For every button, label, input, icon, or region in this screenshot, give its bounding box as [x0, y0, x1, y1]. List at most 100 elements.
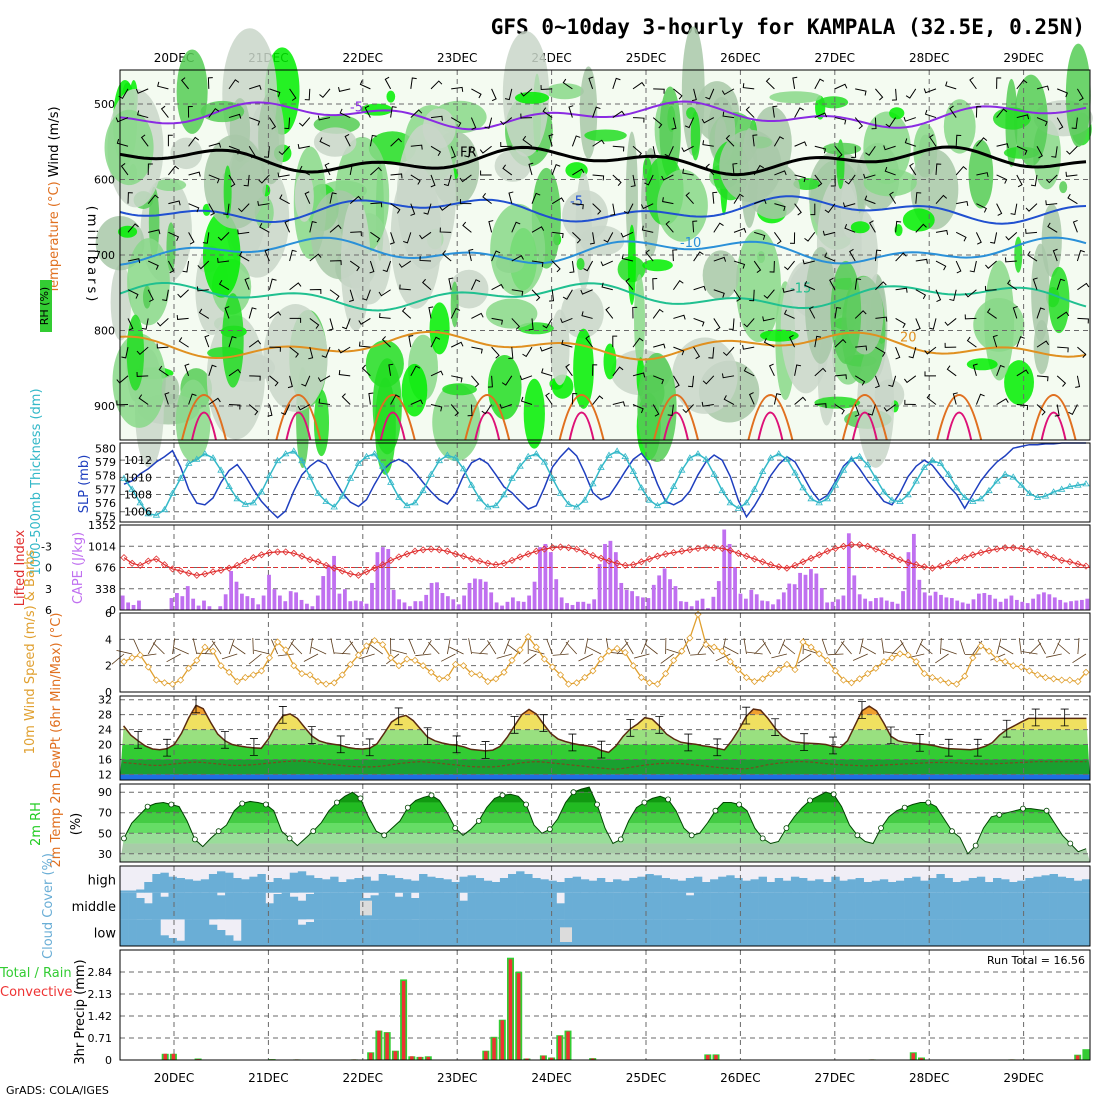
cloud-cell [936, 919, 945, 946]
wind-barb [304, 191, 311, 204]
wind-barb [421, 278, 432, 291]
wind-barb [732, 163, 738, 176]
thickness-marker [395, 493, 403, 500]
rh-contour-fill [313, 389, 330, 457]
wind-barb [136, 346, 149, 356]
wind-barb [865, 145, 876, 156]
wind-barb [228, 174, 236, 188]
temp-minmax-whisker [278, 706, 287, 724]
wind10-marker [524, 633, 532, 641]
cloud-cell [799, 878, 808, 893]
temp-minmax-whisker [134, 731, 143, 749]
cape-bar [462, 595, 467, 610]
rh-contour-fill [793, 177, 820, 190]
wind10-barb [422, 640, 432, 655]
cape-bar [175, 593, 179, 610]
wind-legend: Wind (m/s) [47, 106, 62, 177]
wind-barb [540, 85, 553, 91]
cloud-cell [766, 919, 776, 946]
rh2m-marker [854, 832, 861, 839]
li-tick: -3 [41, 540, 52, 553]
wind-barb [168, 165, 180, 176]
cape-bar [521, 601, 526, 610]
cape-bar [245, 596, 250, 610]
thickness-marker [637, 484, 646, 491]
rh-contour-fill [161, 374, 180, 405]
isotherm-line [119, 100, 1087, 131]
cloud-cell [605, 882, 614, 893]
temp-minmax-whisker [857, 701, 866, 719]
cloud-cell [338, 882, 347, 893]
cloud-cell [863, 882, 873, 893]
wind-barb [763, 338, 775, 348]
wind-barb [1067, 193, 1078, 205]
cape-bar [662, 568, 667, 610]
rh-contour-fill [735, 229, 781, 343]
thickness-marker [306, 473, 314, 480]
cloud-cell [588, 892, 598, 920]
cloud-cell [1081, 892, 1091, 920]
cloud-cell [831, 876, 840, 893]
wind-barb [289, 346, 299, 358]
wind-barb [268, 117, 277, 130]
wind-barb [792, 76, 798, 89]
cloud-cell [281, 892, 291, 920]
wind-barb [883, 145, 896, 151]
cape-bar [1004, 598, 1008, 610]
wind-barb [482, 193, 492, 205]
thickness-marker [960, 493, 969, 500]
wind-barb [263, 146, 270, 158]
thickness-marker [734, 504, 743, 511]
wind10-barb [964, 653, 981, 655]
cloud-cell [241, 919, 250, 946]
cloud-cell [920, 919, 929, 946]
wind-barb [692, 220, 698, 233]
wind-barb [804, 281, 816, 291]
wind-barb [309, 221, 317, 233]
cloud-cell [912, 876, 921, 893]
cape-bar [494, 602, 499, 610]
precip-conv-bar [541, 1055, 546, 1060]
cloud-cell [362, 876, 371, 893]
thickness-marker [993, 477, 1001, 484]
cloud-cell [580, 879, 590, 893]
wind-barb [585, 335, 593, 348]
wind-barb [569, 260, 575, 274]
cloud-cell [823, 919, 832, 946]
wind-barb [522, 346, 533, 358]
temp-tick: 28 [98, 709, 112, 722]
cape-bar [370, 582, 374, 610]
wind10-marker [354, 651, 363, 659]
cloud-cell [499, 919, 509, 946]
cloud-cell [879, 919, 889, 946]
rh-contour-fill [449, 269, 489, 309]
wind-barb [769, 261, 775, 273]
cape-bar [310, 606, 315, 610]
wind-barb [592, 106, 601, 118]
wind-barb [891, 88, 897, 101]
precip-conv-bar [393, 1051, 398, 1060]
cloud-cell [330, 876, 339, 893]
wind-barb [289, 249, 297, 262]
rh-contour-fill [702, 250, 740, 300]
cloud-cell [273, 878, 282, 893]
cloud-cell [297, 900, 307, 920]
wind-barb [884, 166, 896, 176]
thickness-marker [589, 480, 597, 487]
rh-contour-fill [432, 383, 481, 462]
wind-barb [269, 88, 281, 97]
date-label-top: 26DEC [720, 51, 760, 65]
cape-bar [440, 593, 445, 610]
cape-bar [971, 599, 976, 610]
wind10-marker [565, 680, 573, 688]
thickness-marker [233, 495, 241, 502]
cloud-cell [491, 919, 501, 946]
wind-barb [379, 312, 391, 319]
cape-bar [754, 594, 759, 610]
wind-barb [915, 192, 922, 204]
rh2m-marker [215, 828, 222, 835]
wind10-marker [233, 677, 241, 686]
cape-bar [966, 603, 970, 610]
wind-barb [768, 363, 775, 377]
